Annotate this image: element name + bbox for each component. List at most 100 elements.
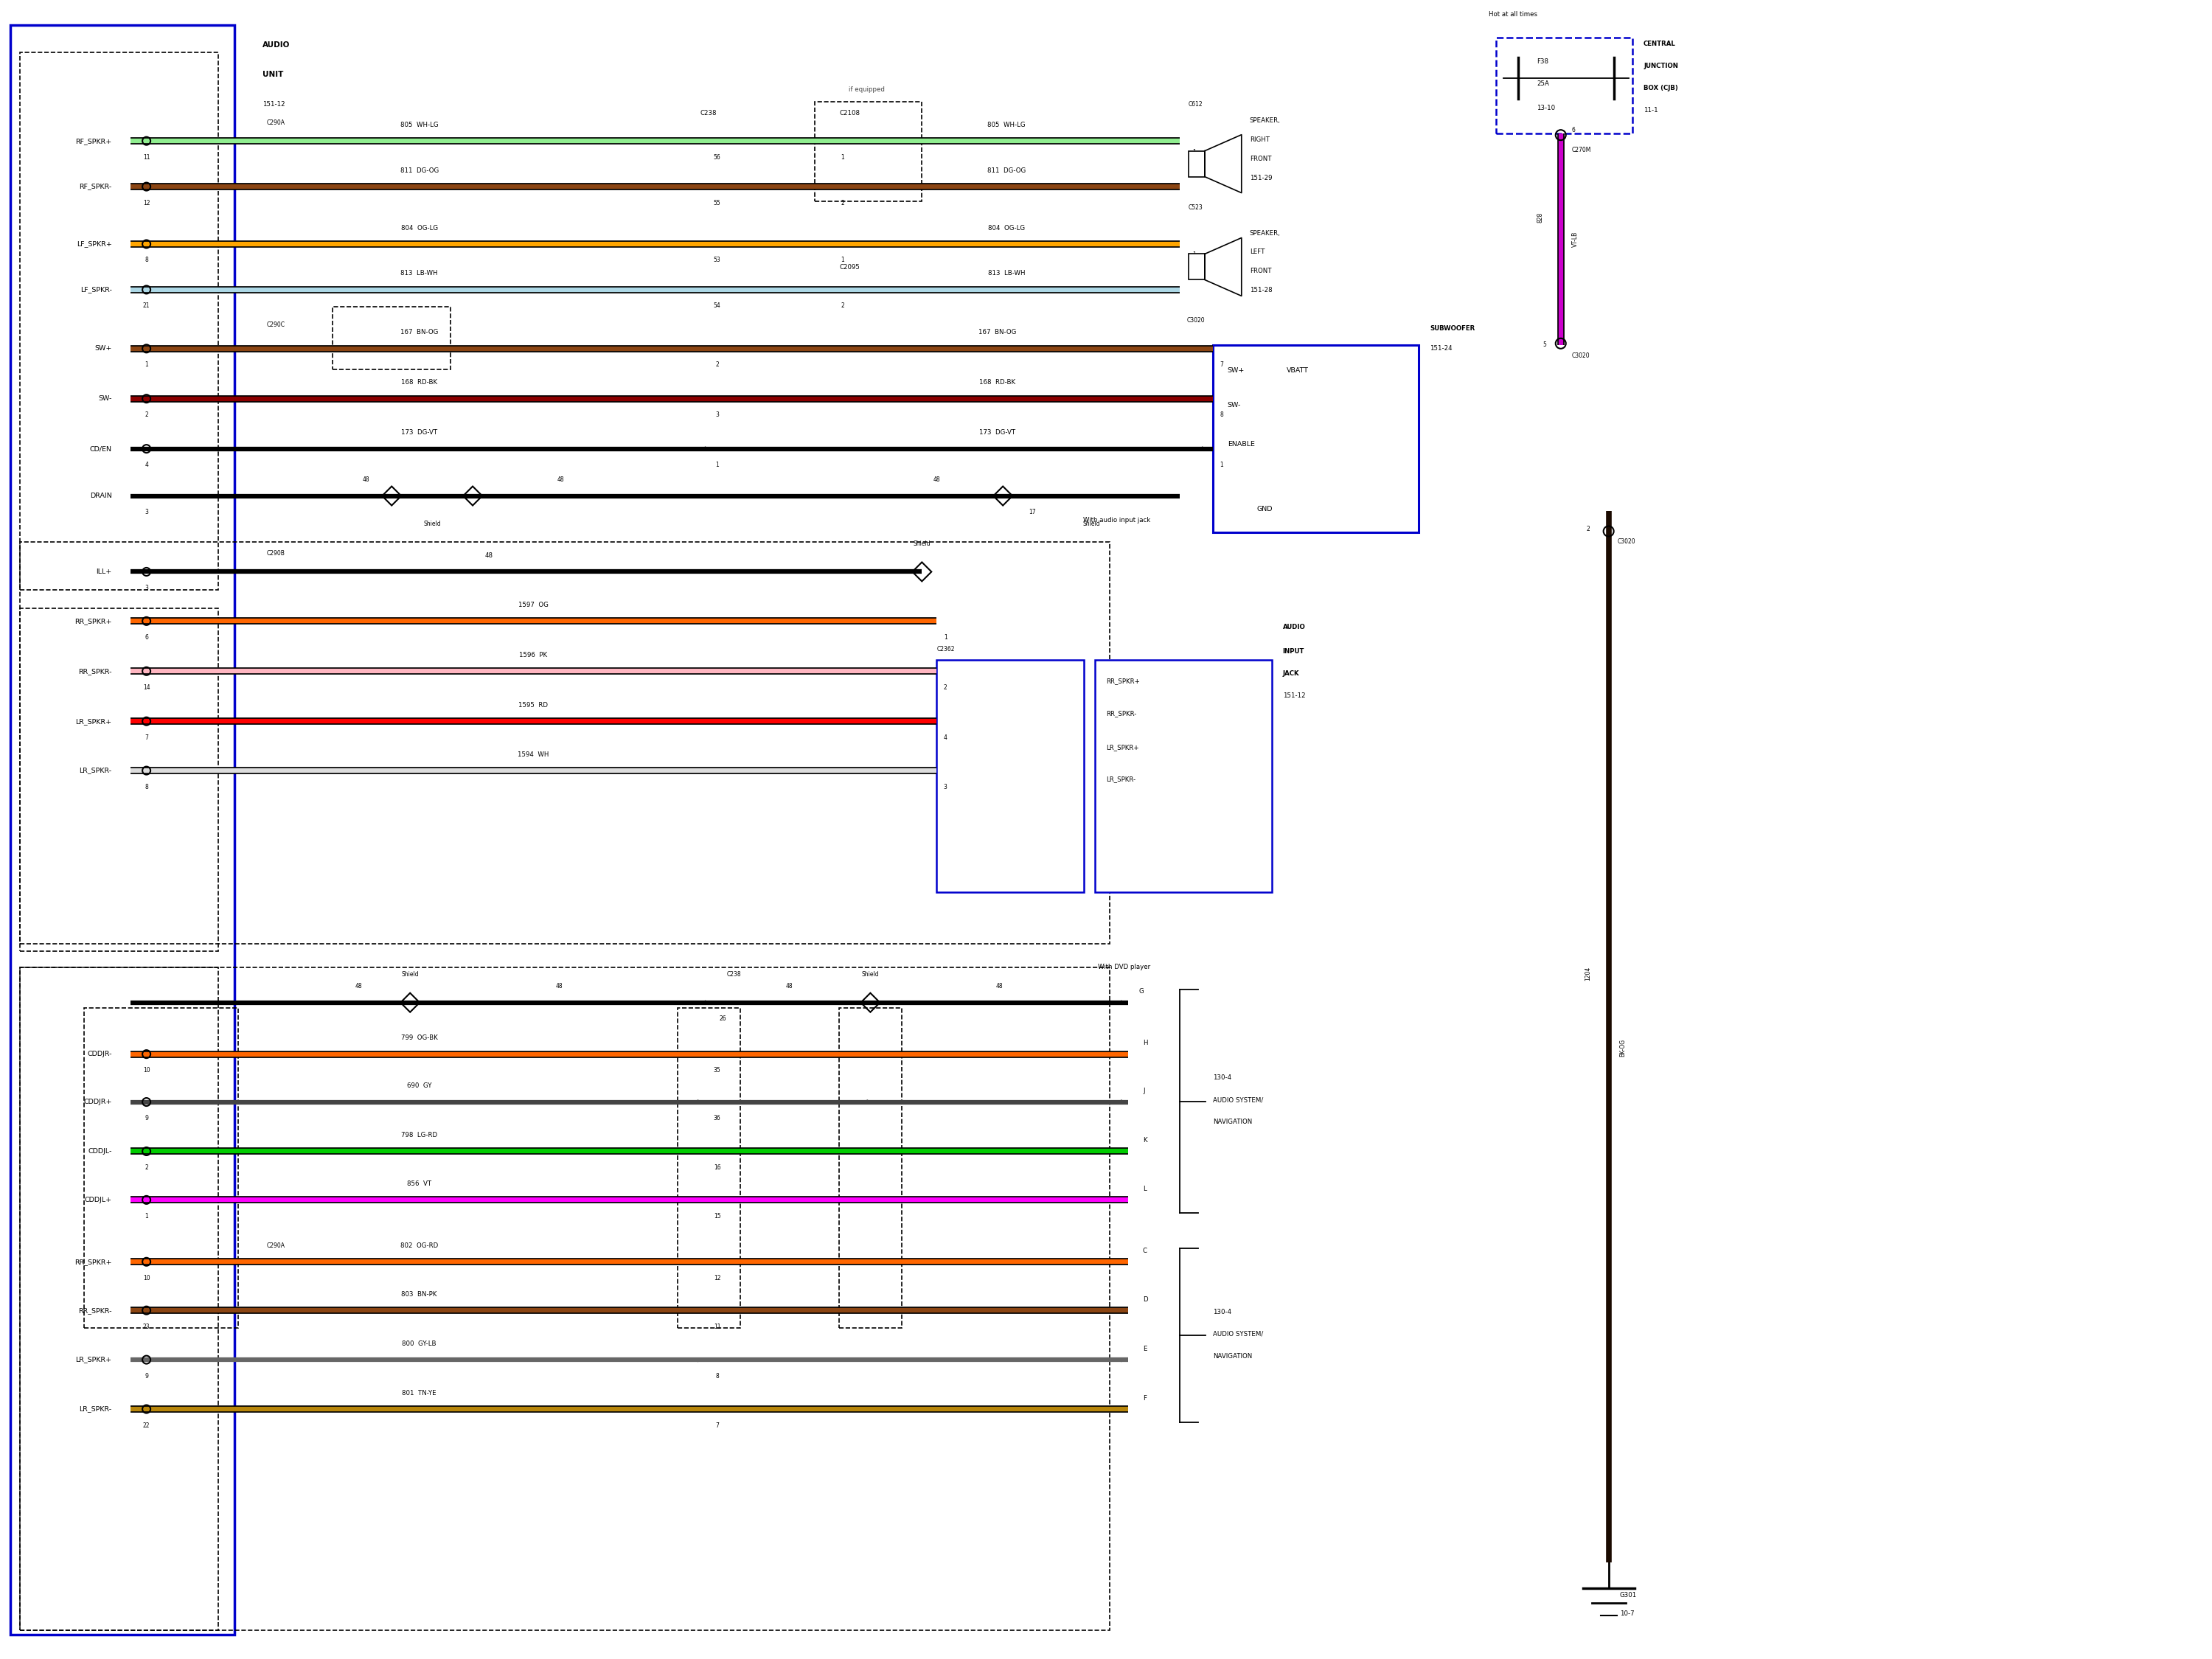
Text: VT-LB: VT-LB: [1573, 231, 1579, 247]
Text: 690  GY: 690 GY: [407, 1082, 431, 1088]
Text: INPUT: INPUT: [1283, 649, 1305, 655]
Text: LF_SPKR+: LF_SPKR+: [77, 241, 113, 247]
Text: 1: 1: [144, 1213, 148, 1219]
Text: 151-12: 151-12: [263, 101, 285, 108]
Text: 1596  PK: 1596 PK: [520, 652, 549, 659]
Text: 7: 7: [1219, 362, 1223, 368]
Text: Shield: Shield: [400, 971, 418, 977]
Text: 2: 2: [841, 302, 845, 309]
Text: RF_SPKR-: RF_SPKR-: [80, 182, 113, 189]
Text: 813  LB-WH: 813 LB-WH: [400, 270, 438, 277]
Text: 1: 1: [1219, 461, 1223, 468]
Text: 856  VT: 856 VT: [407, 1181, 431, 1188]
Text: 130-4: 130-4: [1212, 1075, 1232, 1082]
Text: 22: 22: [144, 1422, 150, 1428]
Text: 17: 17: [1029, 509, 1035, 516]
Text: 1: 1: [1192, 252, 1197, 259]
Text: C3020: C3020: [1573, 353, 1590, 360]
Text: D: D: [1144, 1296, 1148, 1302]
Text: 167  BN-OG: 167 BN-OG: [978, 328, 1015, 335]
Text: 48: 48: [785, 984, 792, 990]
Text: LR_SPKR+: LR_SPKR+: [75, 718, 113, 725]
Text: 9: 9: [144, 1372, 148, 1379]
Text: LR_SPKR-: LR_SPKR-: [80, 766, 113, 773]
Text: 12: 12: [714, 1274, 721, 1281]
Text: 2: 2: [714, 362, 719, 368]
Text: 1: 1: [945, 634, 947, 640]
Text: ILL+: ILL+: [95, 569, 113, 576]
Text: 805  WH-LG: 805 WH-LG: [400, 121, 438, 128]
Bar: [84, 1007, 239, 1329]
Bar: [20, 967, 219, 1631]
Text: SPEAKER,: SPEAKER,: [1250, 229, 1281, 236]
Text: Hot at all times: Hot at all times: [1489, 12, 1537, 18]
Text: BK-OG: BK-OG: [1619, 1039, 1626, 1057]
Text: C290C: C290C: [265, 322, 285, 328]
Text: 53: 53: [714, 257, 721, 264]
Text: JACK: JACK: [1283, 670, 1298, 677]
Text: 23: 23: [144, 1324, 150, 1331]
Text: 2: 2: [1192, 169, 1197, 176]
Text: 2: 2: [945, 684, 947, 690]
Text: 799  OG-BK: 799 OG-BK: [400, 1035, 438, 1042]
Text: C2362: C2362: [936, 645, 956, 652]
Text: 16: 16: [714, 1165, 721, 1171]
Text: 6: 6: [1573, 126, 1575, 133]
Text: 151-24: 151-24: [1429, 345, 1453, 352]
Bar: [1095, 660, 1272, 893]
Text: 2: 2: [144, 1165, 148, 1171]
Text: 6: 6: [144, 634, 148, 640]
Text: Shield: Shield: [1082, 521, 1099, 528]
Text: C270M: C270M: [1573, 146, 1590, 153]
Text: CDDJR-: CDDJR-: [86, 1050, 113, 1057]
Text: 12: 12: [144, 199, 150, 206]
Text: 10: 10: [144, 1067, 150, 1073]
Text: 130-4: 130-4: [1212, 1309, 1232, 1316]
Text: 802  OG-RD: 802 OG-RD: [400, 1243, 438, 1249]
Text: 1204: 1204: [1584, 967, 1590, 980]
Text: SPEAKER,: SPEAKER,: [1250, 118, 1281, 124]
Text: C238: C238: [699, 109, 717, 116]
Text: 1: 1: [841, 154, 845, 161]
Text: 151-29: 151-29: [1250, 174, 1272, 181]
Bar: [936, 660, 1084, 893]
Text: UNIT: UNIT: [263, 71, 283, 78]
Text: 9: 9: [144, 1115, 148, 1121]
Text: GND: GND: [1256, 506, 1272, 513]
Text: 3: 3: [714, 411, 719, 418]
Text: 804  OG-LG: 804 OG-LG: [400, 224, 438, 231]
Text: G301: G301: [1619, 1593, 1637, 1599]
Text: C290A: C290A: [265, 119, 285, 126]
Text: 1: 1: [144, 362, 148, 368]
Text: With DVD player: With DVD player: [1097, 964, 1150, 971]
Text: C238: C238: [728, 971, 741, 977]
Text: 173  DG-VT: 173 DG-VT: [980, 430, 1015, 436]
Text: 811  DG-OG: 811 DG-OG: [400, 168, 438, 174]
Text: 48: 48: [557, 476, 564, 483]
Text: 168  RD-BK: 168 RD-BK: [980, 380, 1015, 387]
Text: LR_SPKR+: LR_SPKR+: [75, 1357, 113, 1364]
Bar: [20, 542, 1110, 944]
Text: 1595  RD: 1595 RD: [518, 702, 549, 708]
Text: FRONT: FRONT: [1250, 269, 1272, 275]
Text: 35: 35: [714, 1067, 721, 1073]
Bar: [1212, 345, 1418, 533]
Text: 14: 14: [144, 684, 150, 690]
Bar: [677, 1007, 741, 1329]
Text: DRAIN: DRAIN: [91, 493, 113, 499]
Text: 800  GY-LB: 800 GY-LB: [403, 1340, 436, 1347]
Text: 26: 26: [719, 1015, 726, 1022]
Text: L: L: [1144, 1186, 1146, 1193]
Text: RR_SPKR+: RR_SPKR+: [75, 1259, 113, 1266]
Text: 48: 48: [933, 476, 940, 483]
Text: 1594  WH: 1594 WH: [518, 752, 549, 758]
Text: LF_SPKR-: LF_SPKR-: [80, 287, 113, 294]
Text: 55: 55: [714, 199, 721, 206]
Bar: [838, 1007, 902, 1329]
Text: 3: 3: [945, 783, 947, 790]
Polygon shape: [1206, 237, 1241, 295]
Text: 2: 2: [144, 411, 148, 418]
Text: if equipped: if equipped: [849, 86, 885, 93]
Text: 10-7: 10-7: [1619, 1611, 1635, 1618]
Text: E: E: [1144, 1345, 1146, 1352]
